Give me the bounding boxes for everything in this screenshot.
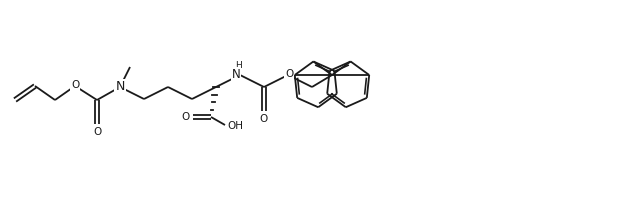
Text: O: O [93, 127, 101, 137]
Text: N: N [232, 68, 240, 80]
Text: H: H [236, 61, 243, 70]
Text: OH: OH [227, 121, 243, 131]
Text: O: O [182, 112, 190, 122]
Text: N: N [116, 79, 125, 93]
Text: O: O [260, 114, 268, 124]
Text: O: O [71, 80, 79, 90]
Text: O: O [285, 69, 293, 79]
